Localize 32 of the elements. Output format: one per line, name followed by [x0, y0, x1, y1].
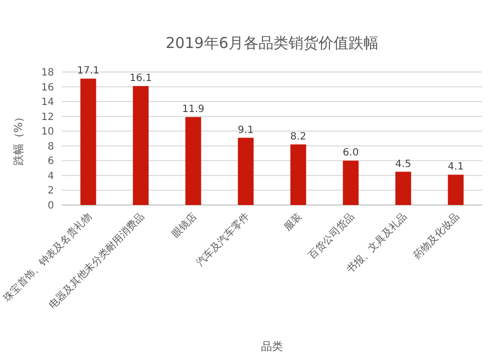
- chart-title: 2019年6月各品类销货价值跌幅: [166, 34, 378, 52]
- y-tick-label: 4: [48, 170, 54, 182]
- y-tick-label: 0: [48, 200, 54, 212]
- x-tick-label: 眼镜店: [170, 210, 200, 240]
- x-tick-label: 药物及化妆品: [410, 210, 462, 262]
- y-tick-label: 12: [41, 112, 54, 123]
- x-axis-title: 品类: [261, 340, 283, 353]
- data-label: 4.1: [448, 162, 464, 173]
- data-label: 11.9: [182, 104, 204, 116]
- y-tick-label: 16: [41, 82, 54, 94]
- bar: [238, 138, 254, 205]
- y-tick-label: 10: [41, 126, 54, 138]
- data-label: 8.2: [290, 131, 306, 142]
- y-tick-label: 2: [48, 186, 54, 197]
- bar: [448, 174, 464, 205]
- data-label: 6.0: [342, 148, 359, 159]
- y-tick-label: 8: [48, 141, 54, 152]
- y-axis-title: 跌幅（%）: [12, 111, 25, 166]
- bar: [395, 172, 412, 205]
- x-tick-label: 服装: [282, 210, 304, 234]
- y-tick-label: 18: [41, 68, 54, 78]
- bar: [290, 144, 306, 205]
- bar: [342, 160, 359, 205]
- bar: [185, 117, 202, 205]
- y-tick-label: 6: [48, 156, 54, 168]
- data-label: 9.1: [238, 124, 254, 136]
- data-label: 4.5: [395, 158, 412, 170]
- data-label: 16.1: [130, 73, 152, 84]
- data-label: 17.1: [77, 66, 100, 77]
- bar: [80, 78, 96, 205]
- bar: [132, 86, 149, 205]
- y-tick-label: 14: [41, 97, 54, 108]
